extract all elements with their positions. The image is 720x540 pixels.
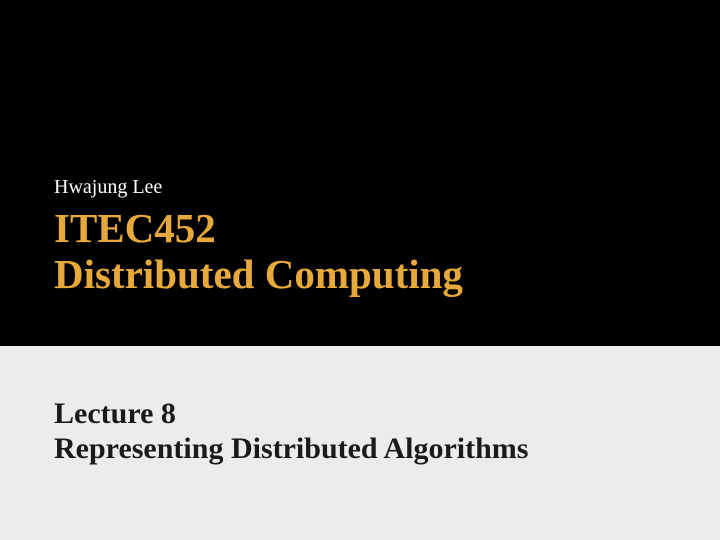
title-region: Hwajung Lee ITEC452 Distributed Computin… bbox=[0, 0, 720, 346]
subtitle-region: Lecture 8 Representing Distributed Algor… bbox=[0, 346, 720, 540]
course-name: Distributed Computing bbox=[54, 252, 463, 298]
course-code: ITEC452 bbox=[54, 206, 463, 252]
slide-title: ITEC452 Distributed Computing bbox=[54, 206, 463, 298]
author-name: Hwajung Lee bbox=[54, 176, 162, 199]
presentation-slide: Hwajung Lee ITEC452 Distributed Computin… bbox=[0, 0, 720, 540]
lecture-topic: Representing Distributed Algorithms bbox=[54, 431, 528, 466]
slide-subtitle: Lecture 8 Representing Distributed Algor… bbox=[54, 396, 528, 467]
lecture-number: Lecture 8 bbox=[54, 396, 528, 431]
